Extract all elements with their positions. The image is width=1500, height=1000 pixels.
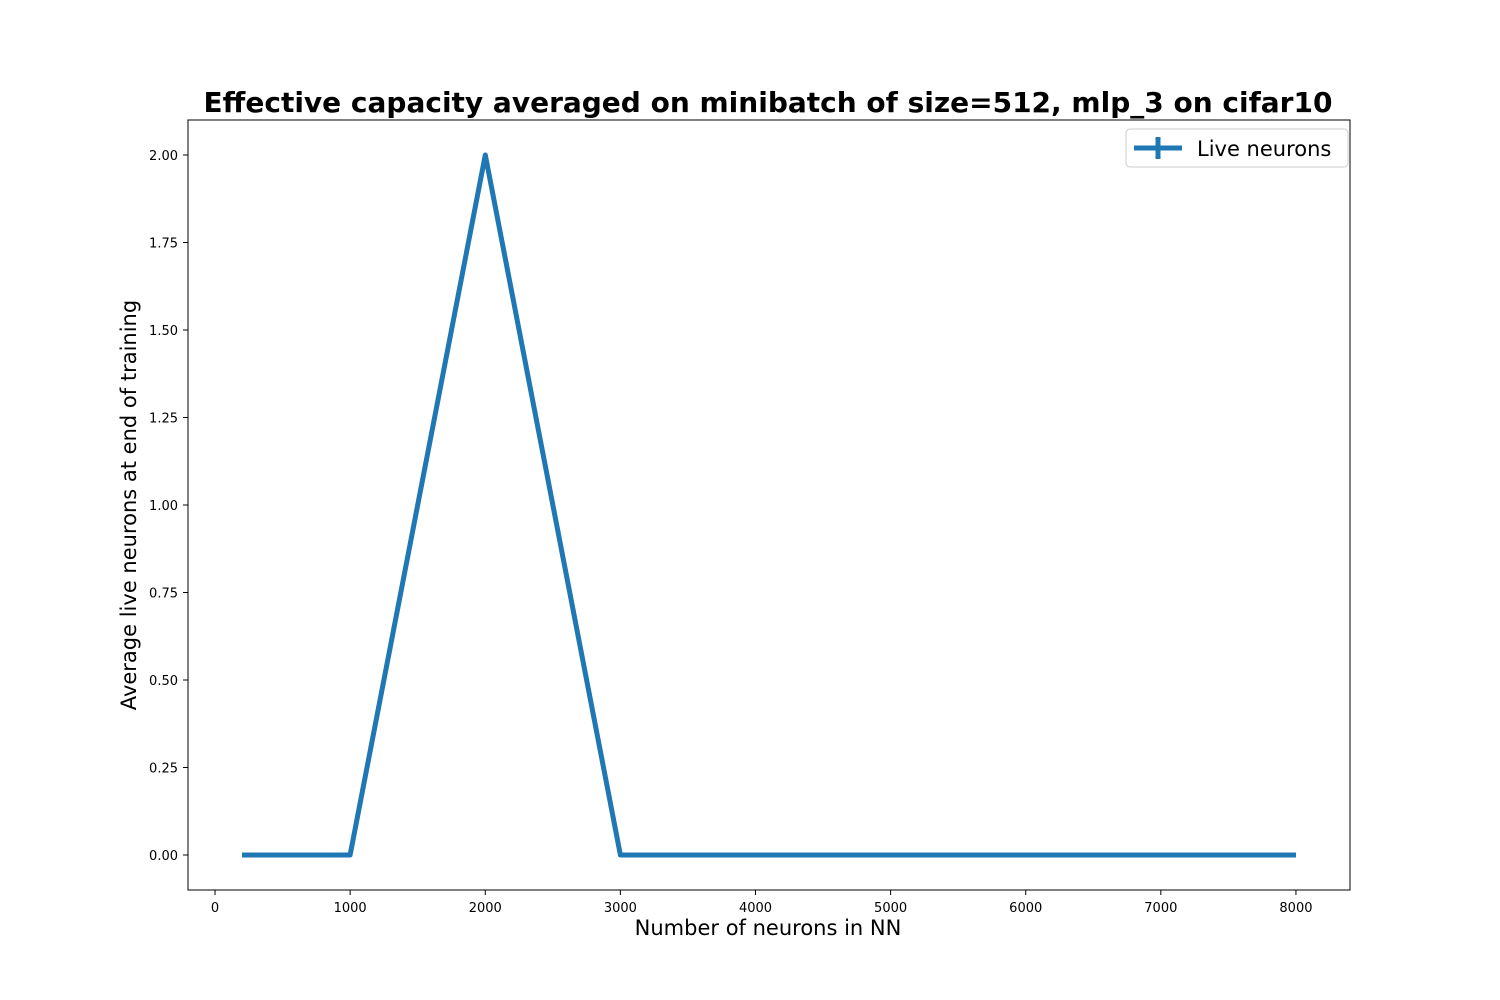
x-tick-label: 2000 bbox=[469, 901, 502, 916]
plot-area: 0 1000 2000 3000 4000 5000 6000 7000 8000 0.00 0.2… bbox=[149, 119, 1351, 916]
legend-box bbox=[1125, 128, 1349, 168]
x-tick-label: 1000 bbox=[334, 901, 367, 916]
x-axis-label: Number of neurons in NN bbox=[635, 916, 902, 940]
legend-label: Live neurons bbox=[1197, 137, 1331, 161]
y-tick-label: 0.00 bbox=[149, 849, 178, 864]
x-tick-label: 3000 bbox=[604, 901, 637, 916]
y-tick-label: 0.25 bbox=[149, 762, 178, 777]
x-tick-label: 0 bbox=[211, 901, 219, 916]
x-tick-label: 6000 bbox=[1009, 901, 1042, 916]
x-tick-label: 4000 bbox=[739, 901, 772, 916]
x-tick-label: 8000 bbox=[1279, 901, 1312, 916]
legend: Live neurons bbox=[1125, 128, 1349, 168]
y-tick-label: 0.75 bbox=[149, 587, 178, 602]
y-tick-label: 1.75 bbox=[149, 237, 178, 252]
series-line-0 bbox=[242, 152, 1296, 858]
y-axis-label: Average live neurons at end of training bbox=[117, 300, 141, 710]
y-tick-label: 1.25 bbox=[149, 412, 178, 427]
chart-title: Effective capacity averaged on minibatch… bbox=[204, 86, 1333, 119]
y-tick-label: 1.50 bbox=[149, 324, 178, 339]
y-tick-label: 1.00 bbox=[149, 499, 178, 514]
y-tick-label: 2.00 bbox=[149, 149, 178, 164]
y-tick-label: 0.50 bbox=[149, 674, 178, 689]
x-tick-label: 7000 bbox=[1144, 901, 1177, 916]
x-tick-label: 5000 bbox=[874, 901, 907, 916]
